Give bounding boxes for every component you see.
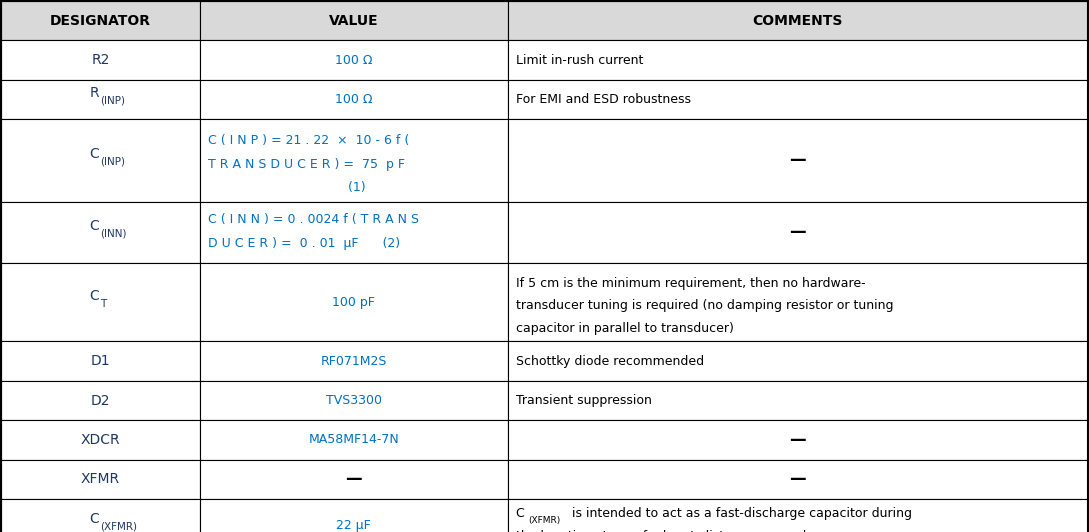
Text: —: —: [790, 431, 806, 449]
Text: transducer tuning is required (no damping resistor or tuning: transducer tuning is required (no dampin…: [515, 300, 893, 312]
Text: D2: D2: [90, 394, 110, 408]
Bar: [507, 80, 1088, 119]
Bar: [1, 119, 200, 202]
Bar: [507, 40, 1088, 80]
Bar: [200, 80, 507, 119]
Bar: [1, 342, 200, 381]
Bar: [200, 460, 507, 499]
Bar: [507, 202, 1088, 263]
Text: If 5 cm is the minimum requirement, then no hardware-: If 5 cm is the minimum requirement, then…: [515, 277, 865, 290]
Text: R: R: [89, 86, 99, 101]
Text: C: C: [89, 512, 99, 526]
Text: For EMI and ESD robustness: For EMI and ESD robustness: [515, 93, 690, 106]
Bar: [1, 381, 200, 420]
Text: XFMR: XFMR: [81, 472, 120, 486]
Text: —: —: [790, 470, 806, 488]
Text: D U C E R ) =  0 . 01  μF      (2): D U C E R ) = 0 . 01 μF (2): [208, 237, 400, 250]
Text: is intended to act as a fast-discharge capacitor during: is intended to act as a fast-discharge c…: [567, 507, 911, 520]
Bar: [200, 263, 507, 342]
Bar: [200, 342, 507, 381]
Bar: [200, 119, 507, 202]
Bar: [200, 420, 507, 460]
Text: 100 Ω: 100 Ω: [335, 93, 372, 106]
Bar: [507, 420, 1088, 460]
Text: (1): (1): [208, 181, 366, 194]
Text: Schottky diode recommended: Schottky diode recommended: [515, 355, 703, 368]
Text: RF071M2S: RF071M2S: [320, 355, 387, 368]
Text: (INP): (INP): [100, 96, 125, 106]
Text: the bursting stage of a burst+listen command: the bursting stage of a burst+listen com…: [515, 530, 806, 532]
Text: C: C: [89, 289, 99, 303]
Text: T R A N S D U C E R ) =  75  p F: T R A N S D U C E R ) = 75 p F: [208, 157, 405, 171]
Text: (XFMR): (XFMR): [100, 522, 137, 532]
Bar: [1, 1, 200, 40]
Text: T: T: [100, 298, 107, 309]
Bar: [200, 499, 507, 532]
Bar: [1, 263, 200, 342]
Bar: [1, 40, 200, 80]
Text: (INP): (INP): [100, 157, 125, 167]
Text: (XFMR): (XFMR): [528, 516, 561, 525]
Bar: [200, 1, 507, 40]
Text: (INN): (INN): [100, 229, 126, 239]
Bar: [200, 202, 507, 263]
Text: MA58MF14-7N: MA58MF14-7N: [308, 434, 399, 446]
Text: C: C: [89, 147, 99, 161]
Text: —: —: [345, 470, 362, 488]
Text: —: —: [790, 151, 806, 169]
Text: DESIGNATOR: DESIGNATOR: [50, 14, 151, 28]
Bar: [507, 381, 1088, 420]
Bar: [507, 263, 1088, 342]
Text: —: —: [790, 223, 806, 241]
Text: capacitor in parallel to transducer): capacitor in parallel to transducer): [515, 322, 733, 335]
Bar: [507, 499, 1088, 532]
Text: 22 μF: 22 μF: [337, 519, 371, 532]
Bar: [1, 202, 200, 263]
Text: 100 pF: 100 pF: [332, 296, 376, 309]
Text: C: C: [515, 507, 524, 520]
Text: COMMENTS: COMMENTS: [752, 14, 843, 28]
Bar: [507, 460, 1088, 499]
Bar: [1, 80, 200, 119]
Bar: [507, 342, 1088, 381]
Text: Transient suppression: Transient suppression: [515, 394, 651, 407]
Text: 100 Ω: 100 Ω: [335, 54, 372, 66]
Text: XDCR: XDCR: [81, 433, 120, 447]
Bar: [507, 119, 1088, 202]
Text: C: C: [89, 219, 99, 233]
Bar: [200, 40, 507, 80]
Bar: [1, 499, 200, 532]
Text: VALUE: VALUE: [329, 14, 379, 28]
Bar: [507, 1, 1088, 40]
Text: TVS3300: TVS3300: [326, 394, 382, 407]
Bar: [1, 420, 200, 460]
Text: C ( I N P ) = 21 . 22  ×  10 - 6 f (: C ( I N P ) = 21 . 22 × 10 - 6 f (: [208, 134, 409, 147]
Text: D1: D1: [90, 354, 110, 368]
Bar: [200, 381, 507, 420]
Text: C ( I N N ) = 0 . 0024 f ( T R A N S: C ( I N N ) = 0 . 0024 f ( T R A N S: [208, 213, 419, 226]
Text: R2: R2: [91, 53, 110, 67]
Bar: [1, 460, 200, 499]
Text: Limit in-rush current: Limit in-rush current: [515, 54, 643, 66]
